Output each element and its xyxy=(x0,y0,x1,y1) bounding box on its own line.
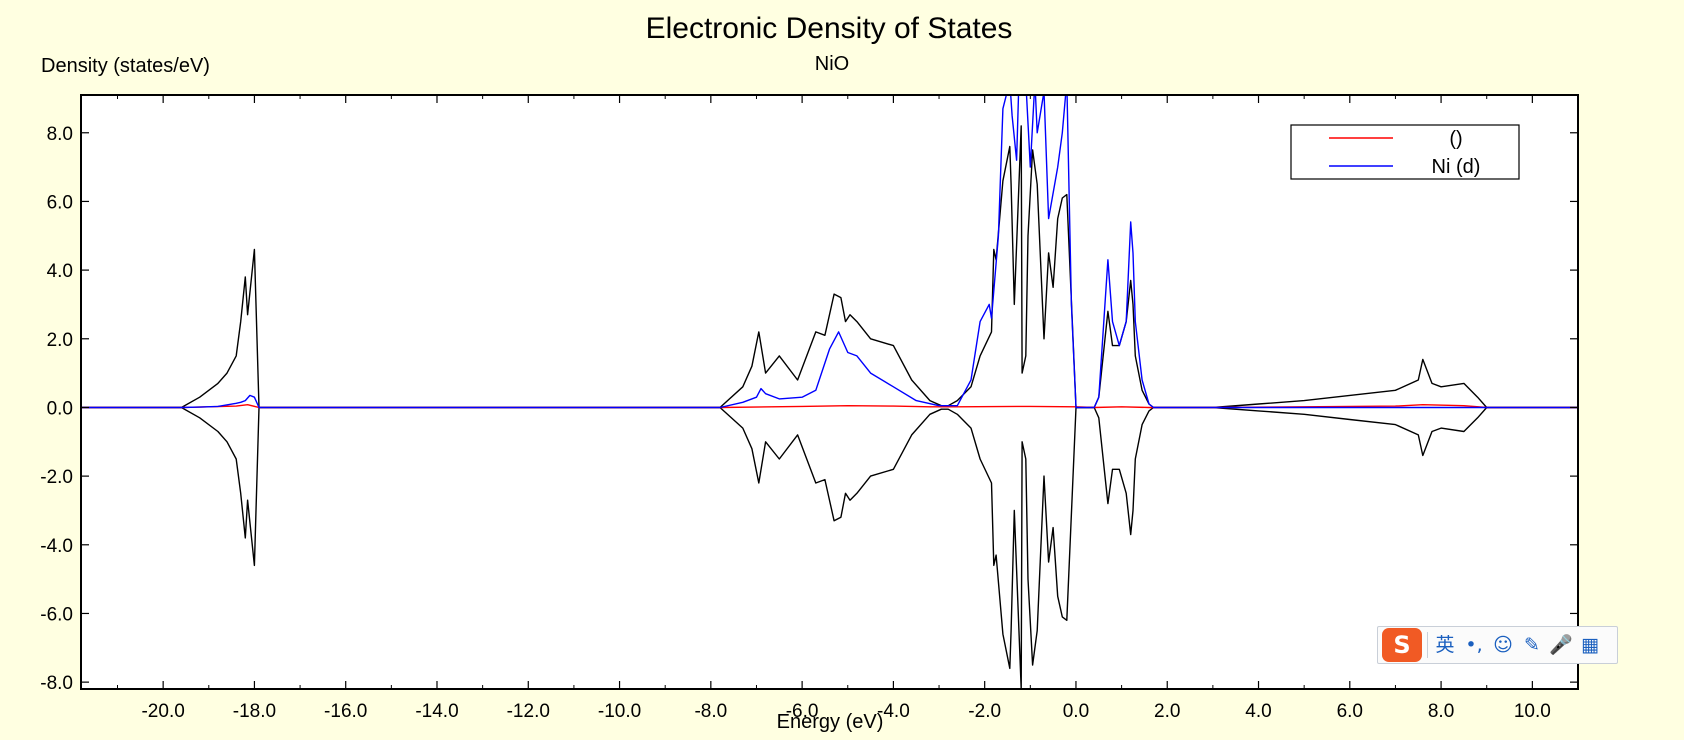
x-tick-label: 10.0 xyxy=(1514,701,1551,722)
y-axis-label: Density (states/eV) xyxy=(41,55,210,77)
y-tick-label: -2.0 xyxy=(40,467,73,488)
y-tick-label: 4.0 xyxy=(47,261,73,282)
legend-label: () xyxy=(1449,128,1462,150)
x-tick-label: -10.0 xyxy=(598,701,641,722)
x-tick-label: 4.0 xyxy=(1245,701,1271,722)
emoji-icon[interactable]: ☺ xyxy=(1493,633,1513,656)
pen-icon[interactable]: ✎ xyxy=(1524,633,1540,656)
x-tick-label: -12.0 xyxy=(507,701,550,722)
plot-content xyxy=(81,95,1578,689)
plot-area xyxy=(81,95,1578,689)
x-tick-label: 2.0 xyxy=(1154,701,1180,722)
punctuation-icon[interactable]: •, xyxy=(1465,633,1483,656)
x-tick-label: 6.0 xyxy=(1337,701,1363,722)
y-tick-label: 0.0 xyxy=(47,398,73,419)
x-tick-label: 8.0 xyxy=(1428,701,1454,722)
x-tick-label: -4.0 xyxy=(877,701,910,722)
y-tick-label: 6.0 xyxy=(47,192,73,213)
microphone-icon[interactable]: 🎤 xyxy=(1549,633,1573,656)
english-mode-icon[interactable]: 英 xyxy=(1435,633,1455,656)
x-tick-label: -8.0 xyxy=(694,701,727,722)
plot-frame xyxy=(80,94,1579,690)
sogou-logo-icon[interactable]: S xyxy=(1382,628,1422,662)
legend-label: Ni (d) xyxy=(1432,156,1481,178)
x-tick-label: -16.0 xyxy=(324,701,367,722)
chart-subtitle: NiO xyxy=(815,53,849,75)
legend: () Ni (d) xyxy=(1290,124,1520,180)
ime-toolbar[interactable]: S 英 •, ☺ ✎ 🎤 ▦ xyxy=(1377,626,1618,664)
y-tick-label: 2.0 xyxy=(47,330,73,351)
series-group xyxy=(81,95,1578,689)
series-line-empty-label xyxy=(81,404,1578,409)
x-tick-label: -20.0 xyxy=(141,701,184,722)
x-tick-label: 0.0 xyxy=(1063,701,1089,722)
y-tick-label: 8.0 xyxy=(47,124,73,145)
legend-box xyxy=(1290,124,1520,180)
x-tick-label: -14.0 xyxy=(415,701,458,722)
y-tick-label: -4.0 xyxy=(40,536,73,557)
chart-title: Electronic Density of States xyxy=(646,12,1013,45)
y-tick-label: -8.0 xyxy=(40,673,73,694)
ime-separator xyxy=(1427,632,1428,658)
y-tick-label: -6.0 xyxy=(40,604,73,625)
x-tick-label: -6.0 xyxy=(786,701,819,722)
x-axis-label: Energy (eV) xyxy=(777,711,884,733)
series-line-ni-d xyxy=(81,95,1578,409)
x-tick-label: -18.0 xyxy=(233,701,276,722)
x-tick-label: -2.0 xyxy=(968,701,1001,722)
axis-ticks: -20.0 -18.0 -16.0 -14.0 -12.0 -10.0 -8.0 -6.0 -4… xyxy=(40,95,1579,722)
toolbox-icon[interactable]: ▦ xyxy=(1581,633,1599,656)
